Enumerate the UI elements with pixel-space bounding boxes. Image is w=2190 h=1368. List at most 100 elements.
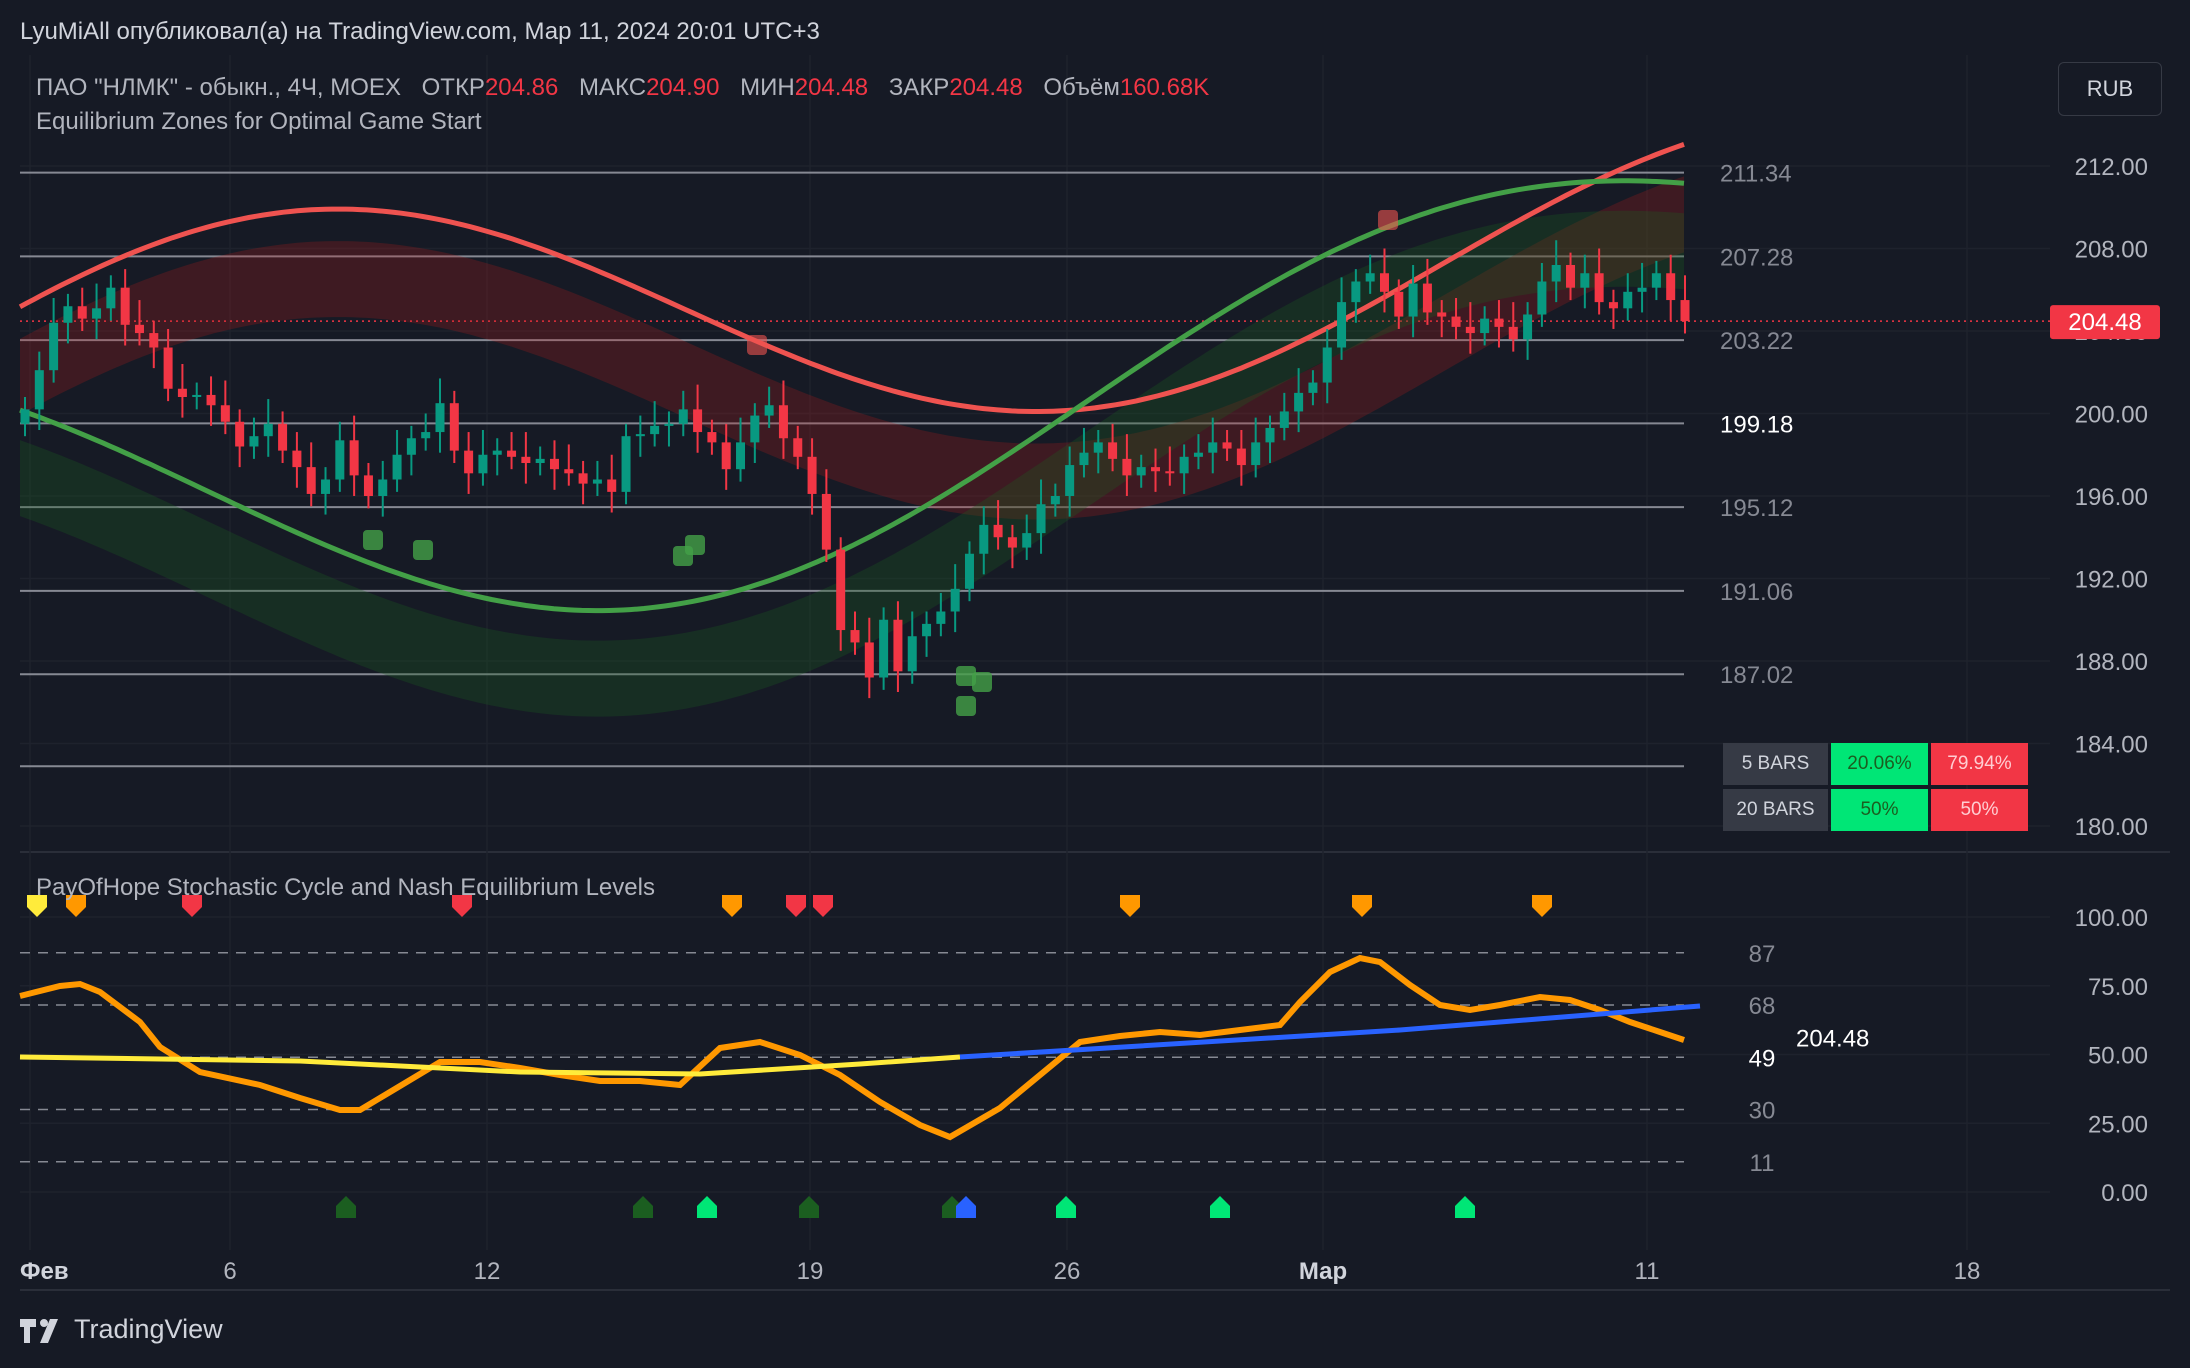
candle-body	[592, 479, 602, 484]
low-label: МИН	[740, 74, 795, 101]
close-label: ЗАКР	[888, 74, 950, 101]
lower-zone-band	[20, 210, 1684, 717]
time-axis-label: 19	[797, 1258, 824, 1285]
high-label: МАКС	[579, 74, 647, 101]
open-label: ОТКР	[421, 74, 485, 101]
price-axis-label: 200.00	[2075, 402, 2148, 429]
candle-body	[993, 524, 1003, 538]
signal-down-icon	[66, 895, 86, 917]
stats-table: 5 BARS 20.06% 79.94% 20 BARS 50% 50%	[1723, 743, 2031, 835]
indicator-legend-stochastic[interactable]: PayOfHope Stochastic Cycle and Nash Equi…	[36, 874, 655, 901]
indicator-legend-equilibrium[interactable]: Equilibrium Zones for Optimal Game Start	[36, 108, 482, 135]
candle-body	[950, 588, 960, 612]
candle-body	[564, 469, 574, 474]
candle-body	[778, 405, 788, 439]
last-price-value: 204.48	[2068, 309, 2141, 336]
candle-body	[1294, 392, 1304, 412]
osc-axis-label: 75.00	[2088, 974, 2148, 1001]
price-axis-label: 212.00	[2075, 154, 2148, 181]
signal-down-icon	[27, 895, 47, 917]
candle-body	[964, 553, 974, 589]
signal-up-icon	[1210, 1196, 1230, 1218]
osc-level-label: 87	[1749, 941, 1776, 968]
stochastic-line	[19, 954, 1685, 1141]
candle-body	[1465, 326, 1475, 334]
stats-red: 79.94%	[1931, 743, 2028, 785]
zone-level-label: 203.22	[1720, 328, 1793, 355]
osc-level-label: 68	[1749, 993, 1776, 1020]
sell-zone-marker	[1378, 210, 1398, 230]
candle-body	[1580, 273, 1590, 288]
lower-equilibrium-line	[19, 178, 1685, 614]
stats-row-20: 20 BARS 50% 50%	[1723, 789, 2031, 831]
upper-equilibrium-line	[18, 142, 1685, 414]
candle-body	[1437, 312, 1447, 317]
candle-body	[1608, 302, 1618, 309]
chart-pane[interactable]	[20, 53, 2170, 1293]
candle-body	[63, 306, 73, 323]
buy-zone-marker	[972, 672, 992, 692]
candle-body	[1594, 273, 1604, 303]
candle-body	[292, 450, 302, 468]
candle-body	[893, 619, 903, 672]
price-axis-label: 180.00	[2075, 814, 2148, 841]
candle-body	[20, 409, 30, 424]
buy-zone-marker	[956, 666, 976, 686]
candle-body	[435, 403, 445, 433]
zone-level-label: 191.06	[1720, 579, 1793, 606]
candle-body	[793, 438, 803, 457]
candle-body	[1680, 300, 1690, 322]
candle-body	[449, 403, 459, 451]
footer-brand[interactable]: TradingView	[74, 1314, 223, 1344]
last-price-tag	[2050, 305, 2160, 340]
candle-body	[1165, 471, 1175, 474]
candle-body	[206, 394, 216, 406]
price-axis-label: 184.00	[2075, 732, 2148, 759]
candle-body	[177, 388, 187, 397]
nash-line-yellow	[19, 1054, 961, 1077]
buy-zone-marker	[413, 540, 433, 560]
candle-body	[664, 423, 674, 426]
candle-body	[1279, 411, 1289, 428]
candle-body	[1222, 442, 1232, 449]
candle-body	[1065, 465, 1075, 496]
zone-level-label: 207.28	[1720, 244, 1793, 271]
candle-body	[922, 623, 932, 637]
candle-body	[850, 630, 860, 643]
candle-body	[1265, 427, 1275, 443]
zone-level-label: 187.02	[1720, 662, 1793, 689]
candle-body	[864, 642, 874, 678]
low-value: 204.48	[794, 74, 869, 101]
time-axis-label: Мар	[1299, 1258, 1347, 1285]
candle-body	[693, 409, 703, 433]
candle-body	[1036, 504, 1046, 534]
candle-body	[607, 479, 617, 492]
signal-down-icon	[1120, 895, 1140, 917]
candle-body	[1365, 273, 1375, 282]
candle-body	[621, 436, 631, 492]
candle-body	[1623, 291, 1633, 309]
candle-body	[1122, 458, 1132, 476]
candle-body	[1566, 265, 1576, 288]
candle-body	[1666, 273, 1676, 301]
stats-label: 5 BARS	[1723, 743, 1828, 785]
volume-value: 160.68K	[1119, 74, 1210, 101]
candle-body	[807, 456, 817, 494]
signal-down-icon	[452, 895, 472, 917]
symbol-name[interactable]: ПАО "НЛМК" - обыкн., 4Ч, MOEX	[36, 74, 401, 101]
candle-body	[321, 479, 331, 494]
candle-body	[521, 456, 531, 463]
candle-body	[1494, 318, 1504, 327]
candle-body	[1179, 456, 1189, 474]
osc-level-label: 49	[1749, 1045, 1776, 1072]
candle-body	[578, 473, 588, 484]
osc-level-label: 11	[1750, 1150, 1775, 1177]
time-axis-label: Фев	[20, 1258, 69, 1285]
currency-button[interactable]: RUB	[2058, 62, 2162, 116]
candle-body	[1523, 314, 1533, 340]
time-axis-label: 6	[223, 1258, 236, 1285]
stats-label: 20 BARS	[1723, 789, 1828, 831]
candle-body	[1007, 537, 1017, 548]
upper-zone-band	[20, 176, 1684, 520]
